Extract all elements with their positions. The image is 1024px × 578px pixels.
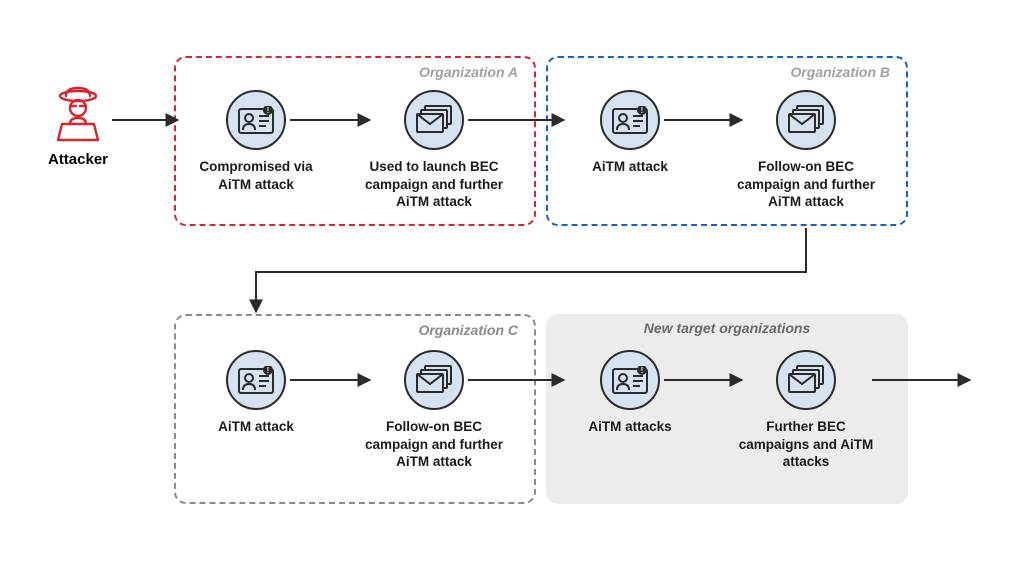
id-badge-icon: !: [226, 350, 286, 410]
id-badge-icon: !: [600, 90, 660, 150]
org-b-title: Organization B: [790, 64, 890, 80]
node-b1-label: AiTM attack: [560, 158, 700, 176]
new-org-title: New target organizations: [546, 320, 908, 336]
node-b1: ! AiTM attack: [560, 90, 700, 176]
svg-text:!: !: [641, 366, 644, 375]
node-c1: ! AiTM attack: [186, 350, 326, 436]
mail-stack-icon: [404, 350, 464, 410]
attacker: Attacker: [38, 82, 118, 168]
attacker-label: Attacker: [38, 151, 118, 168]
mail-stack-icon: [776, 350, 836, 410]
id-badge-icon: !: [600, 350, 660, 410]
node-n2: Further BEC campaigns and AiTM attacks: [736, 350, 876, 471]
node-c2: Follow-on BEC campaign and further AiTM …: [364, 350, 504, 471]
diagram-canvas: Organization A Organization B Organizati…: [0, 0, 1024, 578]
node-a2: Used to launch BEC campaign and further …: [364, 90, 504, 211]
node-c2-label: Follow-on BEC campaign and further AiTM …: [364, 418, 504, 471]
node-n1: ! AiTM attacks: [560, 350, 700, 436]
node-c1-label: AiTM attack: [186, 418, 326, 436]
org-a-title: Organization A: [419, 64, 518, 80]
svg-text:!: !: [267, 106, 270, 115]
node-a1-label: Compromised via AiTM attack: [186, 158, 326, 193]
mail-stack-icon: [404, 90, 464, 150]
svg-text:!: !: [641, 106, 644, 115]
node-a1: ! Compromised via AiTM attack: [186, 90, 326, 193]
svg-text:!: !: [267, 366, 270, 375]
node-b2: Follow-on BEC campaign and further AiTM …: [736, 90, 876, 211]
id-badge-icon: !: [226, 90, 286, 150]
attacker-icon: [48, 82, 108, 142]
node-n1-label: AiTM attacks: [560, 418, 700, 436]
org-c-title: Organization C: [418, 322, 518, 338]
mail-stack-icon: [776, 90, 836, 150]
node-a2-label: Used to launch BEC campaign and further …: [364, 158, 504, 211]
node-n2-label: Further BEC campaigns and AiTM attacks: [736, 418, 876, 471]
node-b2-label: Follow-on BEC campaign and further AiTM …: [736, 158, 876, 211]
